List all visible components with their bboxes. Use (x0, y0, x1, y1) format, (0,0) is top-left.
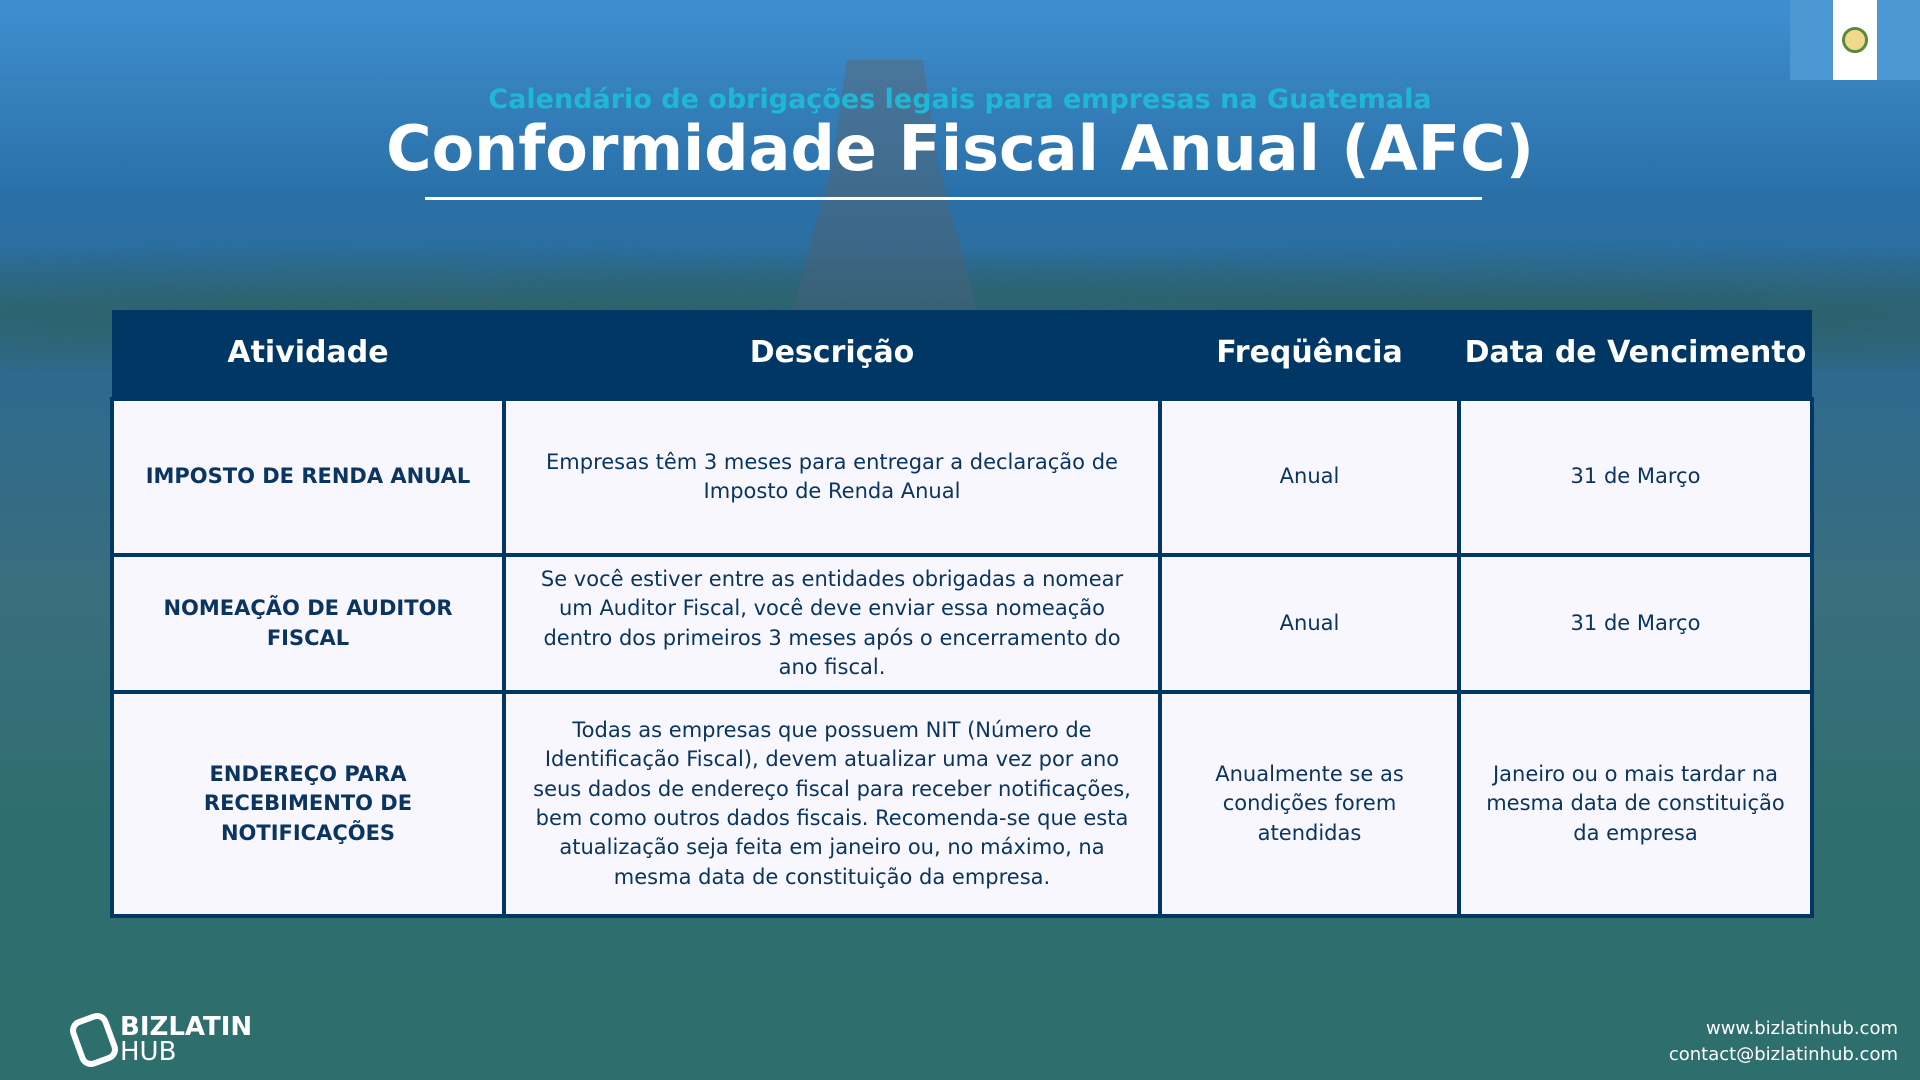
column-header-activity: Atividade (112, 310, 504, 399)
description-cell: Se você estiver entre as entidades obrig… (502, 553, 1162, 694)
logo-line2: HUB (120, 1037, 177, 1067)
table-row: IMPOSTO DE RENDA ANUAL Empresas têm 3 me… (110, 397, 1814, 557)
bizlatinhub-logo: BIZLATIN HUB (66, 1009, 253, 1071)
activity-cell: NOMEAÇÃO DE AUDITOR FISCAL (110, 553, 506, 694)
due-date-cell: 31 de Março (1457, 553, 1814, 694)
column-header-frequency: Freqüência (1160, 310, 1459, 399)
website-link[interactable]: www.bizlatinhub.com (1705, 1018, 1898, 1039)
frequency-cell: Anualmente se as condições forem atendid… (1158, 690, 1461, 918)
title-underline (425, 197, 1482, 200)
email-link[interactable]: contact@bizlatinhub.com (1668, 1044, 1898, 1066)
description-cell: Todas as empresas que possuem NIT (Númer… (502, 690, 1162, 918)
table-header-row: Atividade Descrição Freqüência Data de V… (112, 310, 1812, 399)
activity-cell: ENDEREÇO PARA RECEBIMENTO DE NOTIFICAÇÕE… (110, 690, 506, 918)
column-header-description: Descrição (504, 310, 1160, 399)
due-date-cell: Janeiro ou o mais tardar na mesma data d… (1457, 690, 1814, 918)
subtitle: Calendário de obrigações legais para emp… (488, 84, 1432, 115)
description-cell: Empresas têm 3 meses para entregar a dec… (502, 397, 1162, 557)
logo-mark-icon (66, 1009, 122, 1071)
coat-of-arms-icon (1841, 27, 1868, 53)
column-header-due-date: Data de Vencimento (1459, 310, 1812, 399)
contact-info: www.bizlatinhub.com contact@bizlatinhub.… (1669, 1016, 1898, 1068)
table-row: NOMEAÇÃO DE AUDITOR FISCAL Se você estiv… (110, 553, 1814, 694)
guatemala-flag-icon (1790, 0, 1920, 80)
page-title: Conformidade Fiscal Anual (AFC) (386, 112, 1534, 185)
due-date-cell: 31 de Março (1457, 397, 1814, 557)
frequency-cell: Anual (1158, 553, 1461, 694)
logo-line1: BIZLATIN (120, 1012, 253, 1043)
compliance-table: Atividade Descrição Freqüência Data de V… (110, 310, 1814, 918)
table-row: ENDEREÇO PARA RECEBIMENTO DE NOTIFICAÇÕE… (110, 690, 1814, 918)
activity-cell: IMPOSTO DE RENDA ANUAL (110, 397, 506, 557)
frequency-cell: Anual (1158, 397, 1461, 557)
